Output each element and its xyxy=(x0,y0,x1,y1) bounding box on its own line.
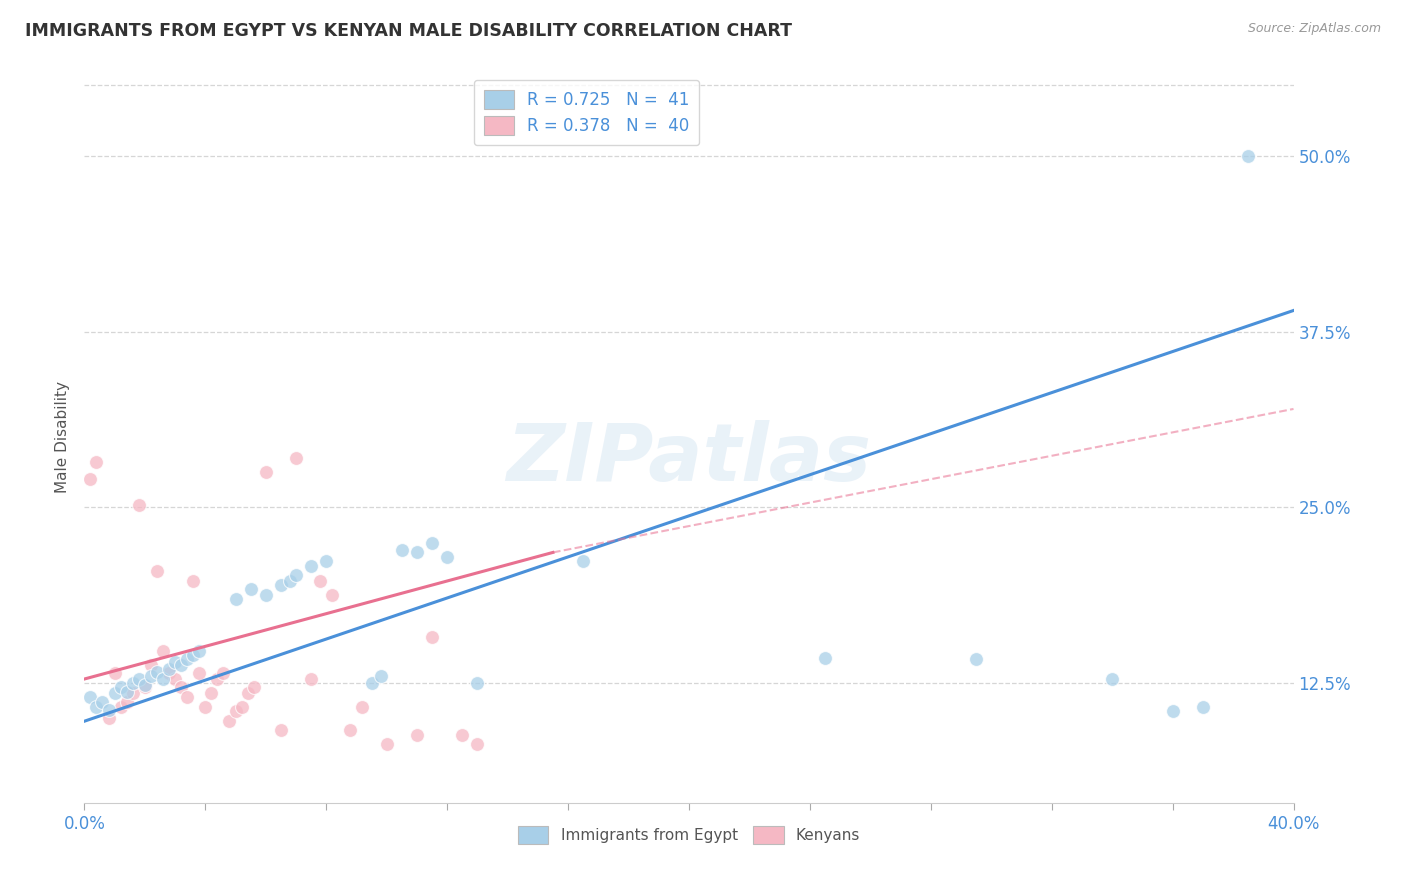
Point xyxy=(1161,705,1184,719)
Point xyxy=(86,700,108,714)
Point xyxy=(188,644,211,658)
Point xyxy=(254,465,277,479)
Point xyxy=(225,705,247,719)
Point xyxy=(110,681,132,695)
Point xyxy=(104,666,127,681)
Point xyxy=(207,672,229,686)
Point xyxy=(139,669,162,683)
Point xyxy=(121,686,143,700)
Point xyxy=(146,564,169,578)
Point xyxy=(242,681,264,695)
Legend: Immigrants from Egypt, Kenyans: Immigrants from Egypt, Kenyans xyxy=(512,820,866,850)
Point xyxy=(157,662,180,676)
Text: Source: ZipAtlas.com: Source: ZipAtlas.com xyxy=(1247,22,1381,36)
Point xyxy=(225,591,247,606)
Point xyxy=(79,472,101,486)
Point xyxy=(436,549,458,564)
Y-axis label: Male Disability: Male Disability xyxy=(55,381,70,493)
Point xyxy=(128,672,150,686)
Point xyxy=(239,582,262,596)
Point xyxy=(299,672,322,686)
Point xyxy=(176,690,198,705)
Point xyxy=(218,714,240,729)
Point xyxy=(315,554,337,568)
Point xyxy=(406,545,429,559)
Point xyxy=(420,535,443,549)
Point xyxy=(278,574,301,588)
Point xyxy=(139,657,162,672)
Text: ZIPatlas: ZIPatlas xyxy=(506,420,872,498)
Point xyxy=(467,676,489,690)
Point xyxy=(181,648,204,662)
Point xyxy=(165,672,187,686)
Point xyxy=(299,559,322,574)
Point xyxy=(467,737,489,751)
Point xyxy=(360,676,382,690)
Point xyxy=(104,686,127,700)
Point xyxy=(110,700,132,714)
Point xyxy=(91,694,114,708)
Point xyxy=(146,665,169,679)
Point xyxy=(375,737,398,751)
Text: IMMIGRANTS FROM EGYPT VS KENYAN MALE DISABILITY CORRELATION CHART: IMMIGRANTS FROM EGYPT VS KENYAN MALE DIS… xyxy=(25,22,793,40)
Point xyxy=(152,672,174,686)
Point xyxy=(420,630,443,644)
Point xyxy=(339,723,361,737)
Point xyxy=(254,588,277,602)
Point xyxy=(1192,700,1215,714)
Point xyxy=(115,694,138,708)
Point xyxy=(212,666,235,681)
Point xyxy=(157,666,180,681)
Point xyxy=(200,686,222,700)
Point xyxy=(115,684,138,698)
Point xyxy=(165,655,187,669)
Point xyxy=(236,686,259,700)
Point xyxy=(176,652,198,666)
Point xyxy=(181,574,204,588)
Point xyxy=(814,651,837,665)
Point xyxy=(1101,672,1123,686)
Point xyxy=(134,681,156,695)
Point xyxy=(97,703,120,717)
Point xyxy=(97,711,120,725)
Point xyxy=(152,644,174,658)
Point xyxy=(231,700,253,714)
Point xyxy=(170,681,193,695)
Point xyxy=(194,700,217,714)
Point xyxy=(391,542,413,557)
Point xyxy=(128,498,150,512)
Point xyxy=(1237,149,1260,163)
Point xyxy=(121,676,143,690)
Point xyxy=(270,578,292,592)
Point xyxy=(188,666,211,681)
Point xyxy=(572,554,595,568)
Point xyxy=(270,723,292,737)
Point xyxy=(285,451,308,466)
Point xyxy=(965,652,987,666)
Point xyxy=(370,669,392,683)
Point xyxy=(321,588,343,602)
Point xyxy=(285,568,308,582)
Point xyxy=(170,657,193,672)
Point xyxy=(352,700,374,714)
Point xyxy=(309,574,332,588)
Point xyxy=(79,690,101,705)
Point xyxy=(406,728,429,742)
Point xyxy=(451,728,474,742)
Point xyxy=(86,455,108,469)
Point xyxy=(134,678,156,692)
